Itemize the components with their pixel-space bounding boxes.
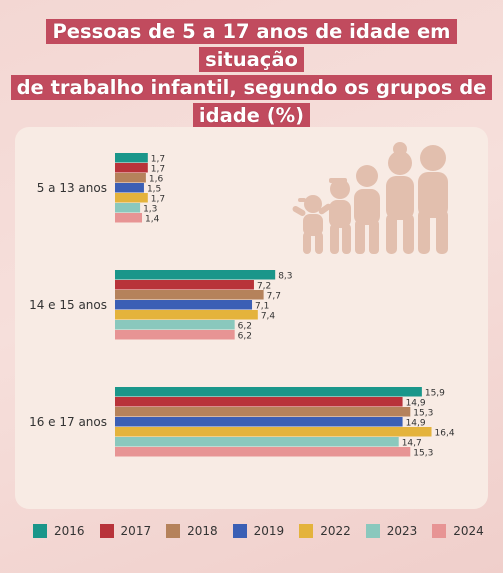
bar-value-label: 14,9	[406, 399, 426, 409]
legend-item-2024: 2024	[432, 524, 484, 538]
legend-swatch	[166, 524, 181, 538]
bar-2023-3	[115, 437, 399, 447]
bar-value-label: 1,7	[151, 195, 165, 205]
bar-value-label: 7,2	[257, 282, 271, 292]
bar-value-label: 14,9	[406, 419, 426, 429]
bar-value-label: 7,4	[261, 312, 276, 322]
bar-2022-1	[115, 193, 148, 203]
legend-label: 2022	[320, 524, 351, 538]
legend-swatch	[33, 524, 47, 538]
legend-item-2017: 2017	[99, 524, 152, 538]
bar-value-label: 6,2	[238, 322, 252, 332]
bar-value-label: 1,3	[143, 205, 157, 215]
bar-value-label: 16,4	[435, 429, 455, 439]
bar-2024-3	[115, 447, 411, 457]
bar-2016-3	[115, 387, 422, 397]
family-silhouette-icon	[292, 142, 448, 254]
bar-value-label: 7,7	[267, 292, 281, 302]
legend-item-2022: 2022	[299, 524, 351, 538]
bar-2017-1	[115, 163, 148, 173]
bar-2016-2	[115, 270, 276, 280]
bar-2016-1	[115, 153, 148, 163]
bar-value-label: 8,3	[278, 272, 292, 282]
bar-2024-2	[115, 330, 235, 340]
bar-2023-1	[115, 203, 141, 213]
bar-2022-2	[115, 310, 258, 320]
chart-title-line: de trabalho infantil, segundo os grupos …	[10, 75, 493, 100]
bar-value-label: 1,7	[151, 155, 165, 165]
bar-value-label: 1,5	[147, 185, 161, 195]
legend-item-2016: 2016	[33, 524, 85, 538]
bar-2018-2	[115, 290, 264, 300]
bar-2024-1	[115, 213, 143, 223]
legend-item-2018: 2018	[166, 524, 218, 538]
bar-2019-2	[115, 300, 253, 310]
bar-2017-2	[115, 280, 254, 290]
legend-label: 2024	[453, 524, 484, 538]
bar-value-label: 1,7	[151, 165, 165, 175]
legend-item-2019: 2019	[232, 524, 285, 538]
legend-label: 2016	[54, 524, 85, 538]
legend-swatch	[365, 524, 380, 538]
bar-2018-1	[115, 173, 146, 183]
bar-value-label: 14,7	[402, 439, 422, 449]
bar-2022-3	[115, 427, 432, 437]
bar-2017-3	[115, 397, 403, 407]
legend-swatch	[232, 524, 247, 538]
chart-title: Pessoas de 5 a 17 anos de idade em situa…	[0, 18, 503, 130]
chart-title-line: idade (%)	[192, 103, 311, 128]
bar-value-label: 1,4	[145, 215, 160, 225]
category-label: 5 a 13 anos	[37, 181, 107, 195]
legend-label: 2018	[187, 524, 218, 538]
bar-value-label: 15,3	[413, 409, 433, 419]
legend-label: 2019	[253, 524, 285, 538]
bar-2019-3	[115, 417, 403, 427]
bar-2023-2	[115, 320, 235, 330]
legend-label: 2017	[120, 524, 152, 538]
legend-swatch	[99, 524, 114, 538]
bar-2018-3	[115, 407, 411, 417]
legend-swatch	[299, 524, 314, 538]
chart-legend: 2016 2017 2018 2019 2022 2023 2024	[33, 524, 484, 538]
bar-value-label: 15,9	[425, 389, 445, 399]
legend-swatch	[432, 524, 447, 538]
bar-value-label: 6,2	[238, 332, 252, 342]
bar-value-label: 1,6	[149, 175, 164, 185]
bar-value-label: 7,1	[255, 302, 269, 312]
legend-label: 2023	[386, 524, 418, 538]
legend-item-2023: 2023	[365, 524, 418, 538]
bar-2019-1	[115, 183, 144, 193]
category-label: 16 e 17 anos	[29, 415, 107, 429]
bar-value-label: 15,3	[413, 449, 433, 459]
category-label: 14 e 15 anos	[29, 298, 107, 312]
